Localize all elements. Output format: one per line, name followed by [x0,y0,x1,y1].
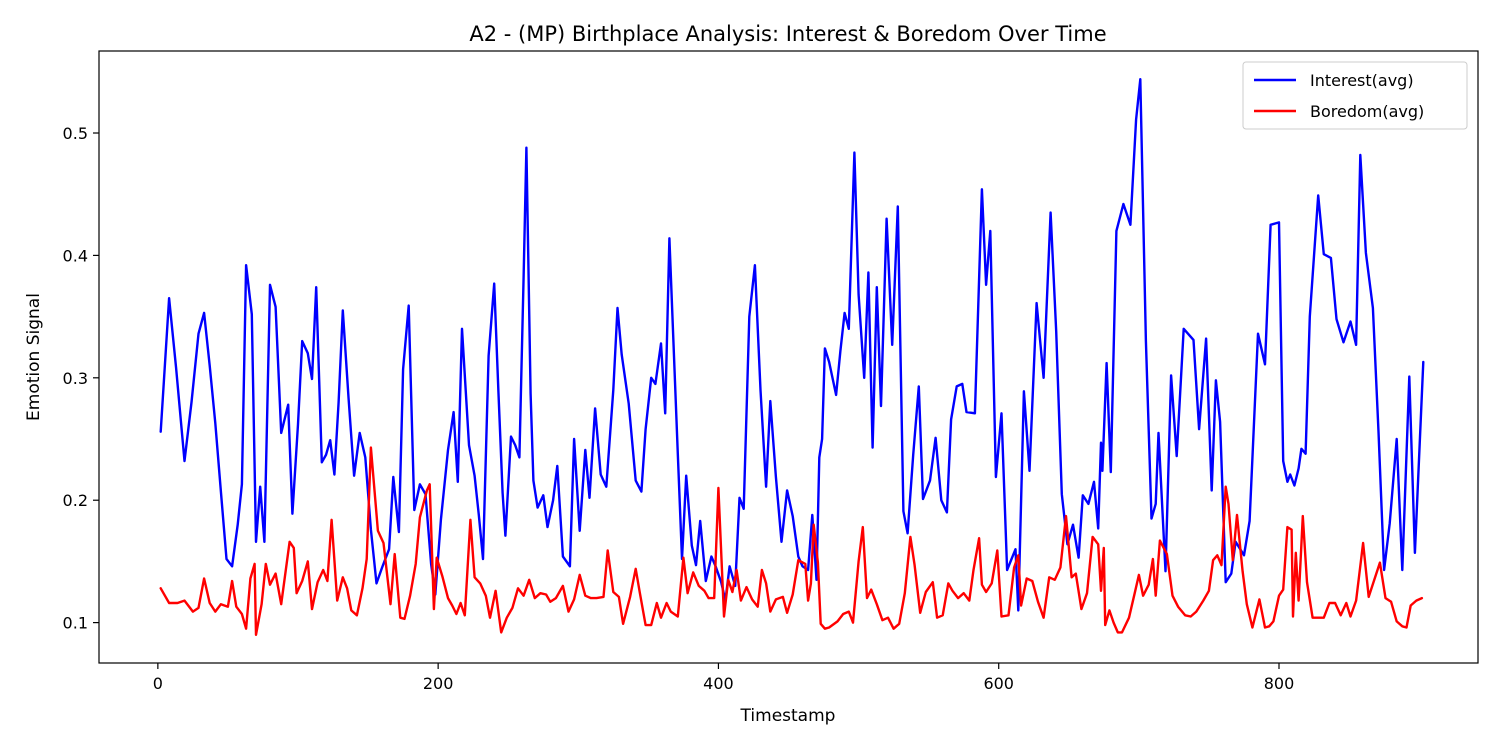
x-axis: 0 200 400 600 800 [153,663,1295,693]
series-line-boredom [159,446,1424,636]
x-axis-title: Timestamp [740,706,836,726]
y-axis-title: Emotion Signal [24,293,44,421]
legend-label-interest: Interest(avg) [1310,71,1414,90]
legend-label-boredom: Boredom(avg) [1310,102,1424,121]
chart-title: A2 - (MP) Birthplace Analysis: Interest … [469,22,1106,46]
x-tick-label: 800 [1264,674,1295,693]
x-tick-label: 400 [703,674,734,693]
legend-box [1242,61,1468,130]
y-tick-label: 0.3 [63,369,88,388]
x-tick-label: 600 [983,674,1014,693]
series-layer [159,78,1425,636]
series-line-interest [159,78,1425,612]
plot-frame [98,50,1479,664]
x-tick-label: 200 [423,674,454,693]
legend: Interest(avg) Boredom(avg) [1242,61,1468,130]
y-tick-label: 0.1 [63,614,88,633]
y-tick-label: 0.2 [63,491,88,510]
y-axis: 0.1 0.2 0.3 0.4 0.5 [63,124,99,633]
x-tick-label: 0 [153,674,163,693]
y-tick-label: 0.4 [63,246,88,265]
y-tick-label: 0.5 [63,124,88,143]
